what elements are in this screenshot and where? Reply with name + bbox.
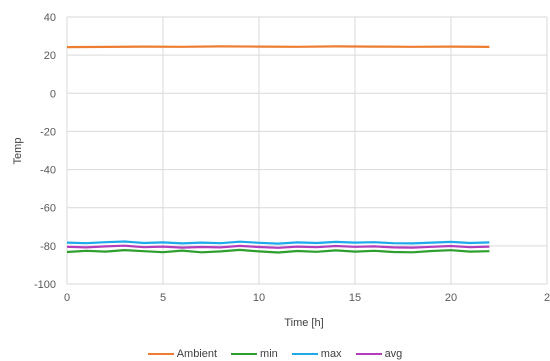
series-line-min: [66, 248, 490, 254]
legend-item-ambient: Ambient: [147, 346, 218, 361]
y-tick-label: 40: [44, 12, 56, 24]
series-lines: [66, 45, 490, 254]
y-tick-label: 0: [50, 88, 56, 100]
legend-label: avg: [384, 347, 403, 360]
y-tick-label: -100: [34, 279, 56, 291]
x-tick-label: 0: [64, 292, 70, 304]
legend-label: max: [320, 347, 342, 360]
legend-swatch: [291, 352, 318, 355]
series-line-max: [66, 240, 490, 245]
x-tick-label: 15: [349, 292, 361, 304]
legend-item-max: max: [291, 346, 342, 361]
gridlines: [66, 16, 548, 285]
chart-legend: Ambient min max avg: [0, 346, 550, 361]
series-line-ambient: [66, 45, 490, 49]
x-tick-label: 5: [160, 292, 166, 304]
x-tick-label: 20: [445, 292, 457, 304]
y-tick-label: -40: [40, 165, 56, 177]
y-tick-label: -80: [40, 241, 56, 253]
legend-swatch: [147, 352, 174, 355]
legend-swatch: [231, 352, 258, 355]
legend-label: Ambient: [176, 347, 218, 360]
x-tick-label: 10: [253, 292, 265, 304]
legend-swatch: [355, 352, 382, 355]
x-tick-label: 2: [544, 292, 550, 304]
legend-item-avg: avg: [355, 346, 403, 361]
legend-label: min: [260, 347, 278, 360]
series-line-avg: [66, 244, 490, 249]
legend-item-min: min: [231, 346, 278, 361]
y-tick-label: -60: [40, 203, 56, 215]
y-tick-label: -20: [40, 126, 56, 138]
y-tick-label: 20: [44, 50, 56, 62]
y-axis-title: Temp: [12, 138, 24, 165]
x-axis-title: Time [h]: [284, 317, 323, 329]
y-axis-ticks: 40 20 0 -20 -40 -60 -80 -100: [34, 12, 56, 291]
line-chart: 40 20 0 -20 -40 -60 -80 -100 0 5 10 15 20 2 Time [h]…: [12, 12, 550, 329]
x-axis-ticks: 0 5 10 15 20 2: [64, 292, 550, 304]
